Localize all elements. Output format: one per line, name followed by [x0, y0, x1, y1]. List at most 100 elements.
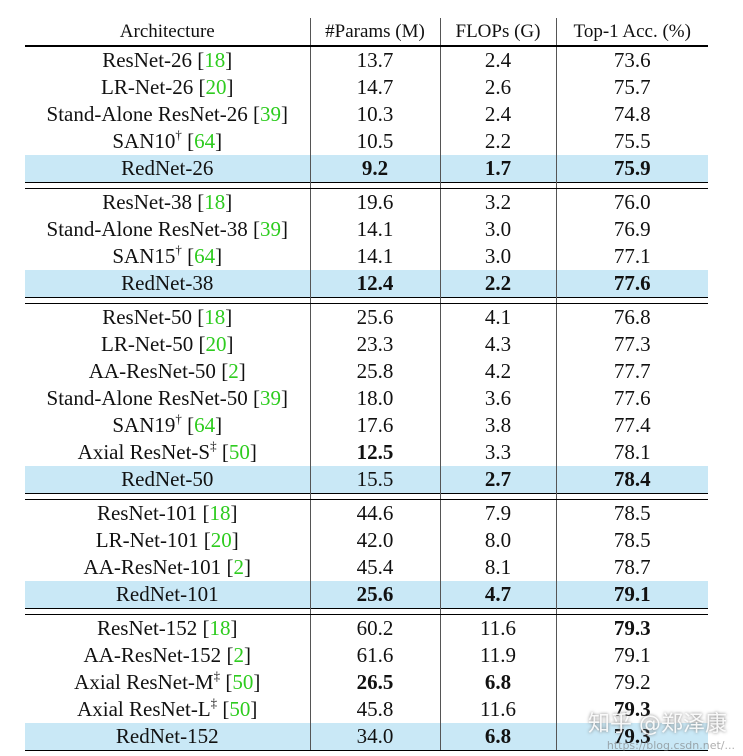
cell-acc: 78.7: [555, 554, 708, 581]
value-params: 44.6: [356, 501, 394, 525]
cell-architecture: LR-Net-50 [20]: [101, 332, 234, 356]
separator-cell: [309, 182, 440, 189]
cell-flops: 2.7: [439, 466, 556, 494]
table-row: Stand-Alone ResNet-38 [39] 14.1 3.0 76.9: [25, 216, 708, 243]
citation-link[interactable]: 20: [205, 75, 227, 99]
citation-link[interactable]: 64: [194, 244, 216, 268]
citation-link[interactable]: 64: [194, 129, 216, 153]
citation-link[interactable]: 64: [194, 413, 216, 437]
highlight-row: RedNet-50 15.5 2.7 78.4: [25, 466, 708, 494]
value-acc: 79.3: [613, 616, 651, 640]
cell-acc: 76.8: [555, 303, 708, 331]
cell-acc: 75.7: [555, 74, 708, 101]
citation-link[interactable]: 20: [210, 528, 232, 552]
value-params: 18.0: [356, 386, 394, 410]
separator-cell: [439, 493, 556, 500]
value-flops: 8.0: [484, 528, 512, 552]
cell-params: 14.7: [309, 74, 440, 101]
table-row: ResNet-152 [18] 60.2 11.6 79.3: [25, 614, 708, 642]
value-acc: 79.2: [613, 670, 651, 694]
value-acc: 76.9: [613, 217, 651, 241]
citation-link[interactable]: 50: [232, 670, 254, 694]
value-acc: 77.3: [613, 332, 651, 356]
value-flops: 4.3: [484, 332, 512, 356]
cell-params: 18.0: [309, 385, 440, 412]
separator-cell: [555, 493, 708, 500]
header-top1-acc: Top-1 Acc. (%): [555, 18, 708, 47]
value-params: 60.2: [356, 616, 394, 640]
value-acc: 75.5: [613, 129, 651, 153]
citation-link[interactable]: 2: [233, 555, 244, 579]
cell-architecture: AA-ResNet-152 [2]: [83, 643, 251, 667]
cell-architecture: Stand-Alone ResNet-26 [39]: [46, 102, 288, 126]
model-name: ResNet-38: [102, 190, 193, 214]
cell-architecture: LR-Net-101 [20]: [95, 528, 239, 552]
citation-link[interactable]: 20: [205, 332, 227, 356]
value-params: 10.5: [356, 129, 394, 153]
citation-link[interactable]: 39: [259, 386, 281, 410]
citation-link[interactable]: 18: [204, 48, 226, 72]
table-row: Axial ResNet-S‡ [50] 12.5 3.3 78.1: [25, 439, 708, 466]
cell-params: 25.8: [309, 358, 440, 385]
separator-cell: [309, 608, 440, 615]
model-name: SAN15: [112, 244, 176, 268]
cell-params: 23.3: [309, 331, 440, 358]
table-body: ResNet-26 [18] 13.7 2.4 73.6 LR-Net-26 [20] 1…: [25, 46, 708, 751]
footnote-mark: †: [175, 242, 182, 257]
model-name: RedNet-50: [121, 467, 214, 491]
value-flops: 3.0: [484, 244, 512, 268]
citation-link[interactable]: 18: [209, 616, 231, 640]
value-acc: 77.1: [613, 244, 651, 268]
cell-params: 25.6: [309, 303, 440, 331]
model-name: LR-Net-50: [101, 332, 194, 356]
table-row: Stand-Alone ResNet-50 [39] 18.0 3.6 77.6: [25, 385, 708, 412]
table-row: LR-Net-26 [20] 14.7 2.6 75.7: [25, 74, 708, 101]
value-params: 23.3: [356, 332, 394, 356]
cell-architecture: AA-ResNet-101 [2]: [83, 555, 251, 579]
highlight-row: RedNet-152 34.0 6.8 79.3: [25, 723, 708, 751]
value-acc: 79.1: [613, 643, 651, 667]
model-name: LR-Net-101: [95, 528, 199, 552]
table-row: SAN19† [64] 17.6 3.8 77.4: [25, 412, 708, 439]
value-params: 9.2: [361, 156, 389, 180]
footnote-mark: ‡: [210, 438, 217, 453]
citation-link[interactable]: 39: [259, 217, 281, 241]
citation-link[interactable]: 50: [228, 440, 250, 464]
separator-cell: [309, 297, 440, 304]
model-name: RedNet-101: [115, 582, 219, 606]
cell-flops: 2.6: [439, 74, 556, 101]
cell-params: 9.2: [309, 155, 440, 183]
value-flops: 7.9: [484, 501, 512, 525]
highlight-row: RedNet-26 9.2 1.7 75.9: [25, 155, 708, 183]
cell-params: 13.7: [309, 46, 440, 74]
cell-flops: 11.6: [439, 696, 556, 723]
cell-params: 26.5: [309, 669, 440, 696]
citation-link[interactable]: 18: [204, 305, 226, 329]
citation-link[interactable]: 50: [229, 697, 251, 721]
cell-acc: 77.1: [555, 243, 708, 270]
model-name: AA-ResNet-101: [83, 555, 222, 579]
cell-params: 42.0: [309, 527, 440, 554]
table-row: ResNet-38 [18] 19.6 3.2 76.0: [25, 188, 708, 216]
footnote-mark: ‡: [210, 695, 218, 710]
value-params: 14.7: [356, 75, 394, 99]
citation-link[interactable]: 18: [204, 190, 226, 214]
model-name: AA-ResNet-50: [88, 359, 216, 383]
citation-link[interactable]: 2: [228, 359, 239, 383]
cell-flops: 3.0: [439, 243, 556, 270]
cell-params: 17.6: [309, 412, 440, 439]
citation-link[interactable]: 18: [209, 501, 231, 525]
table-row: SAN15† [64] 14.1 3.0 77.1: [25, 243, 708, 270]
value-acc: 77.4: [613, 413, 651, 437]
citation-link[interactable]: 39: [259, 102, 281, 126]
cell-flops: 3.3: [439, 439, 556, 466]
cell-params: 14.1: [309, 216, 440, 243]
cell-acc: 79.3: [555, 614, 708, 642]
watermark-url: https://blog.csdn.net/...: [606, 739, 735, 752]
citation-link[interactable]: 2: [233, 643, 244, 667]
cell-architecture: Axial ResNet-L‡ [50]: [77, 695, 258, 721]
header-flops: FLOPs (G): [439, 18, 556, 47]
cell-architecture: SAN15† [64]: [112, 242, 223, 268]
cell-params: 44.6: [309, 499, 440, 527]
value-params: 26.5: [356, 670, 394, 694]
